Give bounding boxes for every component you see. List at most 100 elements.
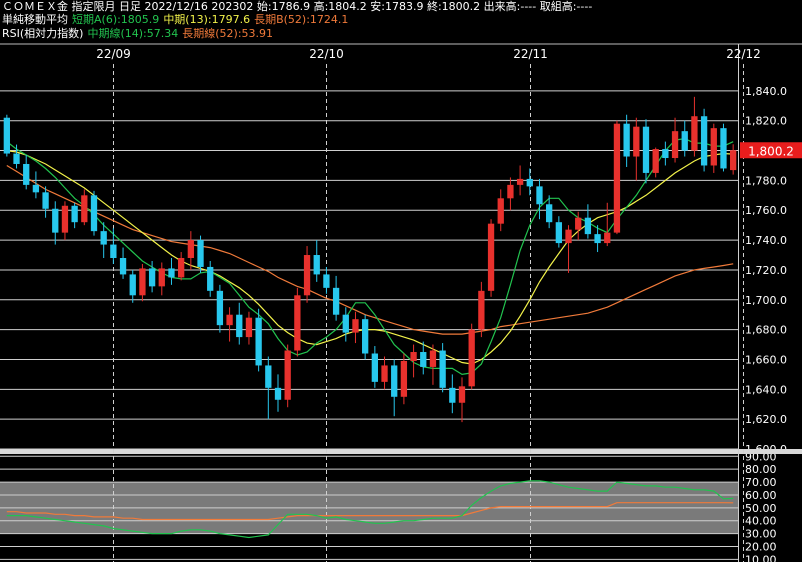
instrument-summary: ＣＯＭＥＸ金 指定限月 日足 2022/12/16 202302 始:1786.… (2, 0, 593, 13)
price-tick-label: 1,640.0 (745, 383, 787, 396)
candle-body (429, 350, 437, 367)
price-tick-label: 1,820.0 (745, 115, 787, 128)
rsi-tick-label: 10.00 (745, 553, 777, 562)
rsi-legend-title: RSI(相対力指数) (2, 27, 84, 40)
candle-body (274, 387, 282, 400)
candle-body (187, 240, 194, 258)
ma-mid-legend: 中期(13):1797.6 (163, 13, 251, 26)
month-tick-label: 22/09 (96, 47, 131, 61)
month-tick-label: 22/11 (513, 47, 548, 61)
candle-body (642, 126, 650, 173)
candle-body (148, 268, 156, 287)
candle-body (342, 314, 349, 333)
candle-body (487, 223, 495, 291)
candle-body (730, 150, 737, 171)
candle-body (391, 365, 398, 397)
candle-body (332, 287, 340, 315)
candle-body (139, 268, 146, 296)
candle-body (526, 178, 533, 187)
last-price-label: 1,800.2 (748, 144, 794, 158)
price-tick-label: 1,720.0 (745, 264, 787, 277)
candle-body (478, 290, 485, 330)
candle-body (381, 365, 388, 382)
candle-body (410, 352, 417, 361)
candle-body (168, 268, 175, 278)
candle-body (652, 149, 659, 173)
candle-body (536, 186, 543, 205)
candle-body (284, 350, 291, 400)
rsi-tick-label: 80.00 (745, 463, 777, 476)
rsi-mid-legend: 中期線(14):57.34 (87, 27, 179, 40)
candle-body (468, 329, 475, 387)
candle-body (71, 205, 78, 223)
candle-body (90, 195, 98, 232)
candle-body (352, 319, 359, 333)
candle-body (110, 244, 117, 258)
candle-body (594, 234, 601, 244)
candle-body (507, 184, 514, 199)
candle-body (100, 231, 107, 245)
candle-body (42, 192, 49, 209)
candle-body (129, 274, 136, 296)
candle-body (207, 266, 214, 291)
panel-separator (0, 449, 802, 454)
rsi-long-line (6, 502, 734, 521)
month-tick-label: 22/10 (309, 47, 344, 61)
candle-body (575, 217, 582, 230)
candle-body (449, 387, 456, 403)
candle-body (555, 222, 562, 244)
candle-body (265, 365, 272, 388)
price-tick-label: 1,700.0 (745, 294, 787, 307)
rsi-tick-label: 50.00 (745, 502, 777, 515)
candle-body (236, 314, 243, 338)
price-tick-label: 1,760.0 (745, 204, 787, 217)
candle-body (178, 258, 185, 278)
candle-body (662, 149, 669, 159)
rsi-tick-label: 30.00 (745, 528, 777, 541)
price-tick-label: 1,620.0 (745, 413, 787, 426)
candle-body (371, 353, 378, 382)
moving-average-legend: 単純移動平均 短期A(6):1805.9 中期(13):1797.6 長期B(52):… (2, 13, 348, 26)
candle-body (362, 319, 369, 354)
candle-body (13, 153, 20, 164)
ma-mid-line (6, 150, 734, 365)
rsi-legend: RSI(相対力指数) 中期線(14):57.34 長期線(52):53.91 (2, 27, 273, 40)
candle-body (497, 198, 504, 224)
candle-body (216, 290, 224, 326)
ma-short-line (6, 137, 734, 376)
candle-body (700, 116, 708, 166)
candle-body (681, 131, 688, 151)
candle-body (158, 268, 165, 287)
candle-body (565, 229, 572, 244)
candle-body (3, 117, 10, 154)
rsi-tick-label: 60.00 (745, 489, 777, 502)
chart-header-line: ＣＯＭＥＸ金 指定限月 日足 2022/12/16 202302 始:1786.… (2, 0, 592, 13)
rsi-long-legend: 長期線(52):53.91 (182, 27, 274, 40)
rsi-tick-label: 70.00 (745, 476, 777, 489)
rsi-tick-label: 40.00 (745, 515, 777, 528)
candle-body (303, 255, 311, 296)
candle-body (245, 317, 253, 338)
candle-body (691, 116, 698, 151)
candle-body (313, 255, 320, 275)
candle-body (720, 128, 727, 169)
candle-body (604, 232, 611, 244)
candle-body (226, 314, 233, 326)
candle-body (458, 386, 466, 403)
candle-body (61, 205, 69, 233)
candle-body (633, 126, 640, 157)
candle-body (710, 128, 717, 166)
candle-body (32, 184, 40, 193)
candle-body (584, 217, 592, 235)
candle-body (23, 163, 30, 185)
candle-body (671, 131, 679, 159)
candle-body (420, 352, 427, 367)
candle-body (52, 208, 59, 233)
candle-body (516, 178, 524, 185)
candle-body (439, 350, 446, 388)
candle-body (400, 360, 408, 397)
candle-body (197, 240, 204, 267)
last-price-badge (740, 142, 802, 159)
month-tick-label: 22/12 (726, 47, 761, 61)
